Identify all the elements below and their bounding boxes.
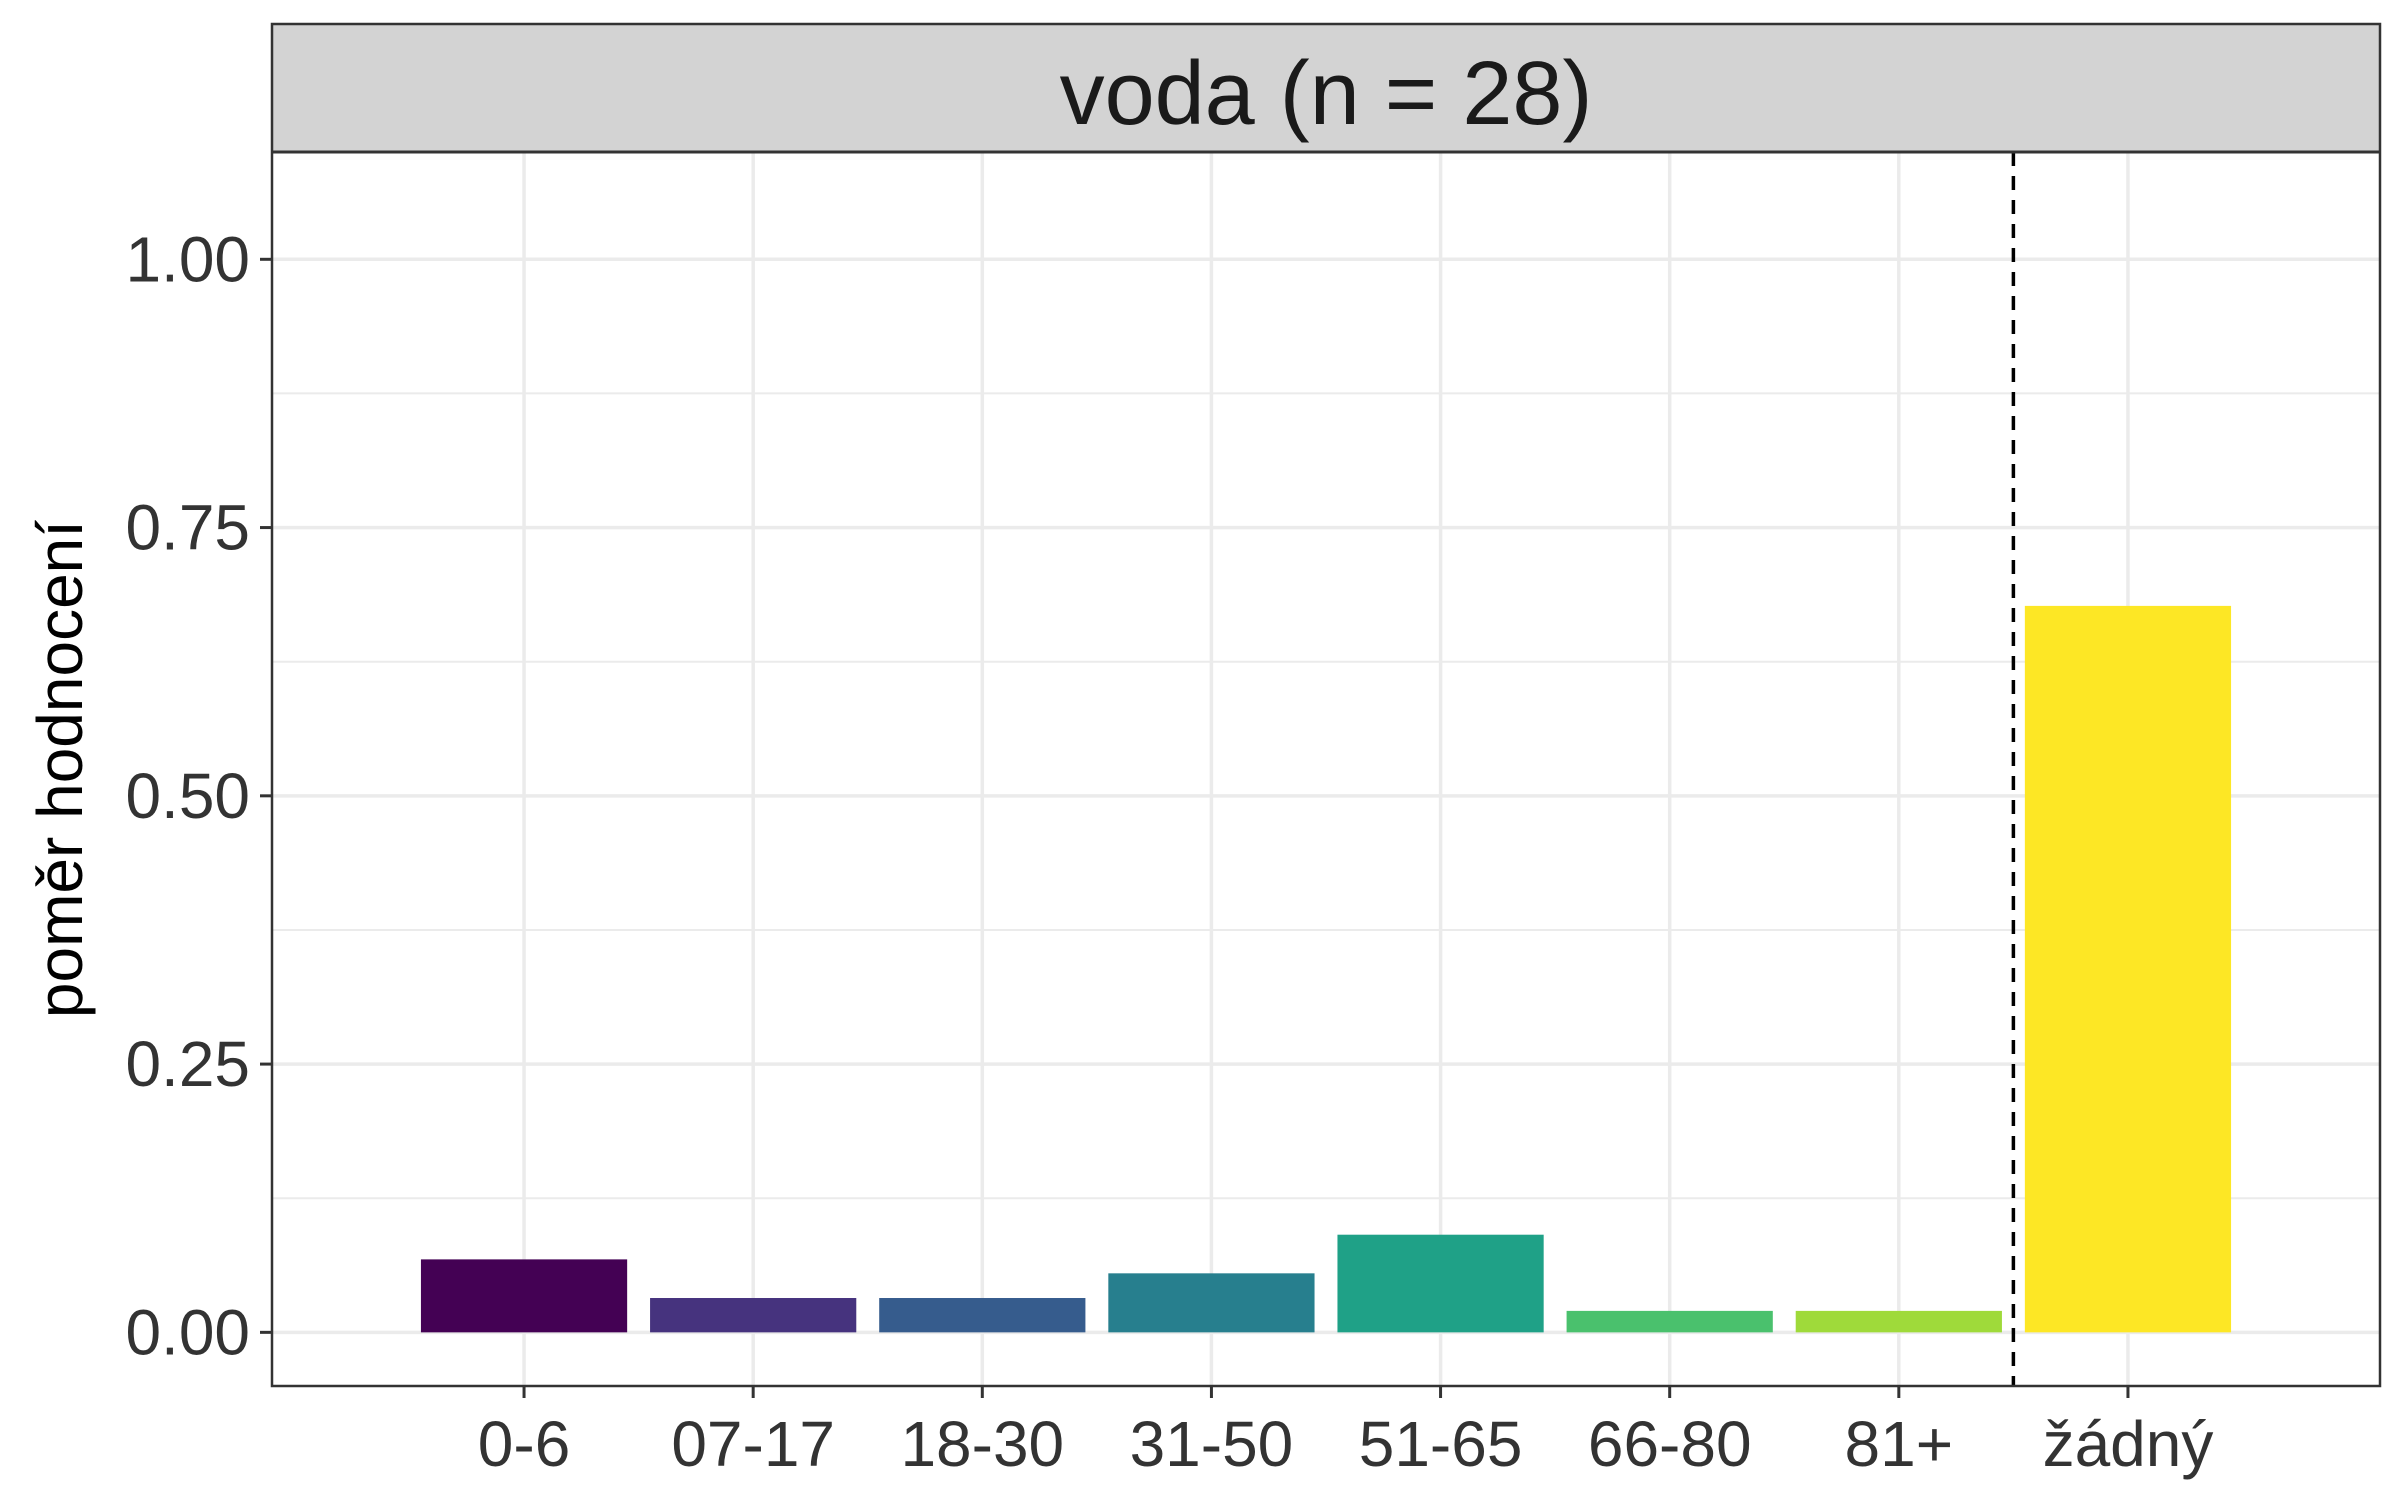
x-tick-label: 07-17 <box>671 1408 835 1480</box>
strip-background <box>272 24 2380 152</box>
bar-18-30 <box>879 1298 1086 1333</box>
bars-layer <box>420 605 2232 1333</box>
bar-0-6 <box>420 1259 628 1333</box>
bar-07-17 <box>650 1298 857 1333</box>
panel-border <box>270 22 2382 1388</box>
x-tick-label: 66-80 <box>1588 1408 1752 1480</box>
y-tick-label: 0.00 <box>125 1296 250 1368</box>
y-tick-label: 0.50 <box>125 760 250 832</box>
bar-51-65 <box>1337 1234 1544 1333</box>
bar-81+ <box>1795 1310 2002 1333</box>
y-tick-label: 0.75 <box>125 492 250 564</box>
x-tick-label: 81+ <box>1845 1408 1954 1480</box>
x-tick-label: žádný <box>2043 1408 2214 1480</box>
x-tick-label: 18-30 <box>900 1408 1064 1480</box>
bar-66-80 <box>1566 1310 1773 1333</box>
x-tick-label: 0-6 <box>478 1408 571 1480</box>
grid-layer <box>272 152 2380 1386</box>
bar-žádný <box>2024 605 2232 1333</box>
y-axis: 0.00 0.25 0.50 0.75 1.00 <box>125 223 272 1368</box>
bar-31-50 <box>1108 1273 1315 1333</box>
x-tick-label: 51-65 <box>1359 1408 1523 1480</box>
strip-title: voda (n = 28) <box>1060 44 1593 144</box>
y-tick-label: 1.00 <box>125 223 250 295</box>
x-tick-label: 31-50 <box>1130 1408 1294 1480</box>
x-axis: 0-6 07-17 18-30 31-50 51-65 66-80 81+ žádný <box>478 1386 2214 1480</box>
y-tick-label: 0.25 <box>125 1028 250 1100</box>
y-axis-title: poměr hodnocení <box>24 520 96 1018</box>
